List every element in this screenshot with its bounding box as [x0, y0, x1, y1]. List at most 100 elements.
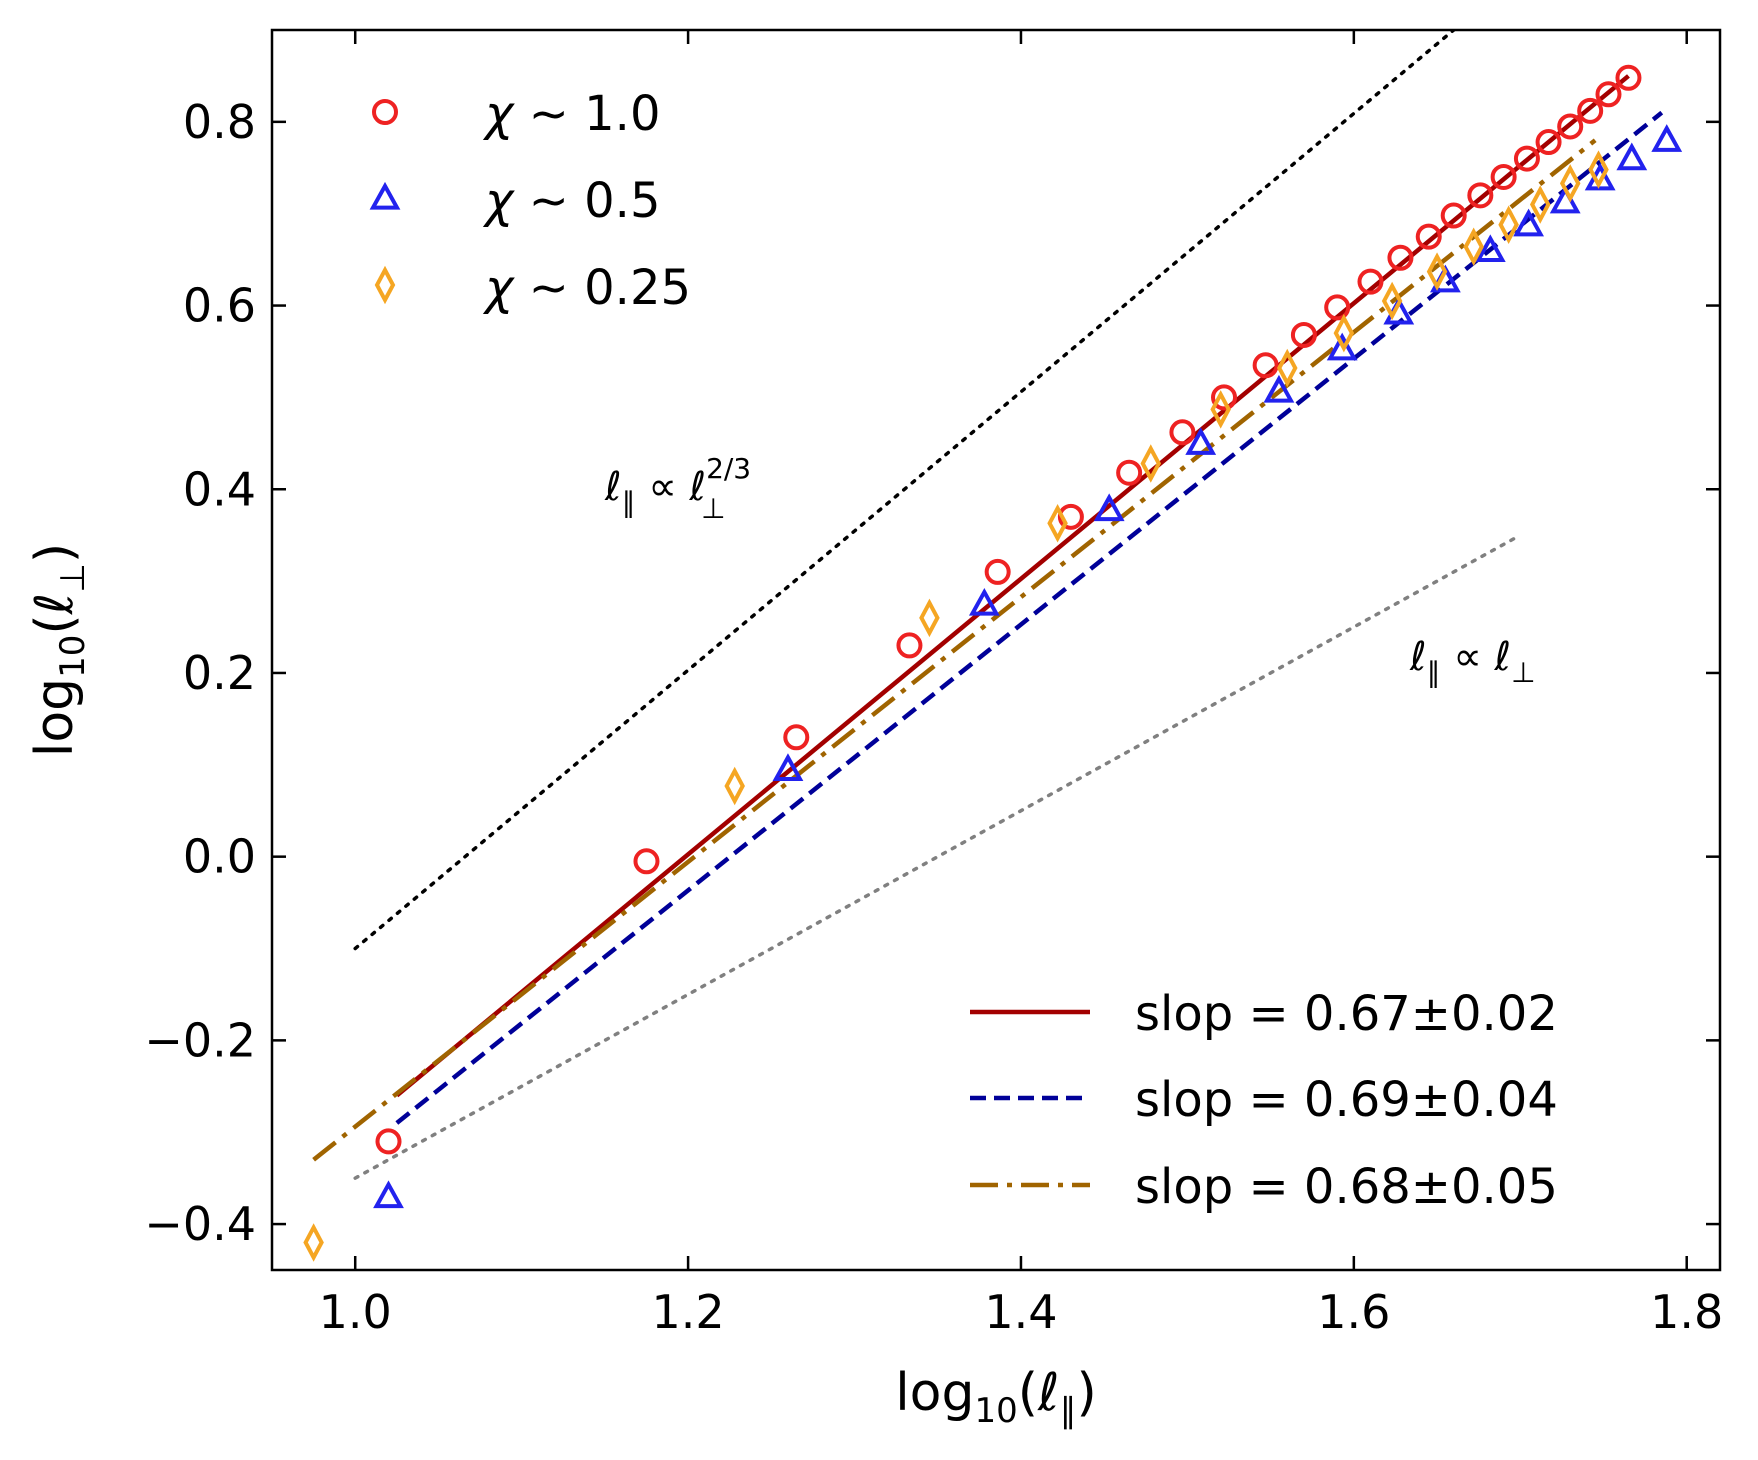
data-point-circle [1169, 419, 1196, 446]
series-circle [375, 64, 1642, 1155]
y-tick-label: −0.4 [144, 1197, 256, 1251]
data-point-diamond [303, 1223, 324, 1262]
x-axis-label-sub: ∥ [1060, 1391, 1077, 1431]
data-point-circle [1440, 202, 1467, 229]
data-point-triangle [1474, 234, 1506, 263]
data-point-circle [1490, 163, 1517, 190]
plot-frame [270, 28, 1722, 1272]
data-point-circle [1252, 352, 1279, 379]
data-point-circle [375, 1128, 402, 1155]
data-point-diamond [1559, 164, 1581, 203]
data-point-diamond [919, 598, 940, 638]
data-point-circle [1357, 268, 1384, 295]
x-tick-label: 1.8 [1650, 1285, 1723, 1339]
linear-annotation-l: ℓ [1409, 634, 1427, 680]
data-point-triangle [1616, 142, 1648, 171]
data-point-diamond [1210, 390, 1231, 429]
x-tick-label: 1.6 [1317, 1285, 1390, 1339]
legend-label-chi-05-symbol: χ [482, 173, 515, 229]
legend-label-chi-05: χ ~ 0.5 [482, 173, 660, 229]
data-point-circle [1595, 81, 1622, 108]
y-tick-label: 0.6 [183, 279, 256, 333]
data-point-diamond [1381, 281, 1403, 321]
data-point-circle [1557, 113, 1584, 140]
data-point-triangle [373, 1180, 404, 1209]
data-point-circle [1513, 145, 1540, 172]
data-point-diamond [1333, 313, 1355, 353]
reference-line-two-thirds [353, 30, 1456, 951]
data-markers [303, 64, 1683, 1262]
data-point-triangle [772, 753, 804, 782]
legend-label-chi-025: χ ~ 0.25 [482, 260, 691, 316]
legend-lines: slop = 0.67±0.02 slop = 0.69±0.04 slop =… [970, 986, 1558, 1215]
y-axis-label-log: log [25, 678, 85, 757]
data-point-circle [1324, 294, 1351, 321]
x-tick-label: 1.2 [652, 1285, 725, 1339]
legend-label-chi-025-value: ~ 0.25 [513, 260, 691, 316]
legend-marker-triangle [369, 181, 401, 210]
data-point-diamond [1047, 503, 1068, 543]
data-point-circle [783, 724, 810, 751]
data-point-triangle [1326, 332, 1358, 361]
legend-label-chi-1-value: ~ 1.0 [513, 86, 660, 142]
legend-label-chi-1: χ ~ 1.0 [482, 86, 660, 142]
x-tick-label: 1.0 [319, 1285, 392, 1339]
axis-ticks [272, 30, 1720, 1270]
x-axis-label-base: 10 [974, 1391, 1017, 1431]
data-point-diamond [1529, 185, 1551, 224]
legend-label-fit-3: slop = 0.68±0.05 [1135, 1159, 1558, 1215]
reference-line-linear [353, 533, 1523, 1180]
y-axis-label-sub: ⊥ [53, 563, 93, 593]
data-point-circle [633, 848, 660, 875]
legend-marker-diamond [374, 265, 396, 305]
data-point-diamond [1588, 150, 1609, 189]
linear-annotation: ℓ∥ ∝ ℓ⊥ [1409, 634, 1535, 689]
fit-line-dashdot [312, 138, 1597, 1162]
y-tick-label: 0.2 [183, 646, 256, 700]
series-triangle [373, 124, 1683, 1209]
legend-label-chi-05-value: ~ 0.5 [513, 173, 660, 229]
x-axis-label-var: (ℓ [1018, 1363, 1060, 1423]
x-axis-label-log: log [895, 1363, 974, 1423]
legend-marker-diamond [374, 265, 396, 305]
two-thirds-annotation: ℓ∥ ∝ ℓ2/3 ⊥ [604, 452, 751, 525]
two-thirds-annotation-l: ℓ [604, 464, 622, 510]
legend-label-fit-2: slop = 0.69±0.04 [1135, 1072, 1558, 1128]
data-point-diamond [1140, 444, 1162, 483]
data-point-circle [1290, 321, 1317, 348]
data-point-circle [896, 632, 923, 659]
data-point-diamond [1463, 227, 1484, 267]
legend-marker-triangle [369, 181, 401, 210]
data-point-triangle [968, 587, 1000, 616]
two-thirds-annotation-sub-par: ∥ [622, 486, 636, 519]
x-axis-label-close: ) [1077, 1363, 1097, 1423]
data-point-circle [1615, 64, 1642, 91]
legend-label-fit-1: slop = 0.67±0.02 [1135, 986, 1558, 1042]
data-point-diamond [1426, 252, 1448, 291]
two-thirds-annotation-exp: 2/3 [706, 452, 751, 485]
data-point-circle [1415, 223, 1442, 250]
data-point-triangle [1651, 124, 1683, 152]
data-point-circle [1467, 182, 1494, 209]
data-point-triangle [1263, 374, 1295, 403]
linear-annotation-prop: ∝ ℓ [1441, 634, 1512, 680]
data-point-triangle [1093, 493, 1125, 522]
y-axis-label-close: ) [25, 543, 85, 563]
y-axis-label-var: (ℓ [25, 593, 85, 635]
legend-scatter: χ ~ 1.0 χ ~ 0.5 χ ~ 0.25 [369, 86, 691, 316]
data-point-circle [1211, 384, 1238, 411]
data-point-triangle [1513, 208, 1544, 237]
y-axis-label: log10(ℓ⊥) [25, 543, 93, 757]
y-tick-label: 0.0 [183, 830, 256, 884]
legend-label-chi-025-symbol: χ [482, 260, 515, 316]
x-axis-label: log10(ℓ∥) [895, 1363, 1097, 1431]
series-diamond [303, 150, 1609, 1262]
data-point-circle [984, 558, 1011, 585]
two-thirds-annotation-sub-perp: ⊥ [701, 492, 725, 525]
data-point-circle [1116, 459, 1143, 486]
data-point-circle [1387, 244, 1414, 271]
y-tick-label: 0.8 [183, 95, 256, 149]
axis-tick-labels: 1.0 1.2 1.4 1.6 1.8 −0.4 −0.2 0.0 0.2 0.4 0.6 0.8 [144, 95, 1723, 1339]
